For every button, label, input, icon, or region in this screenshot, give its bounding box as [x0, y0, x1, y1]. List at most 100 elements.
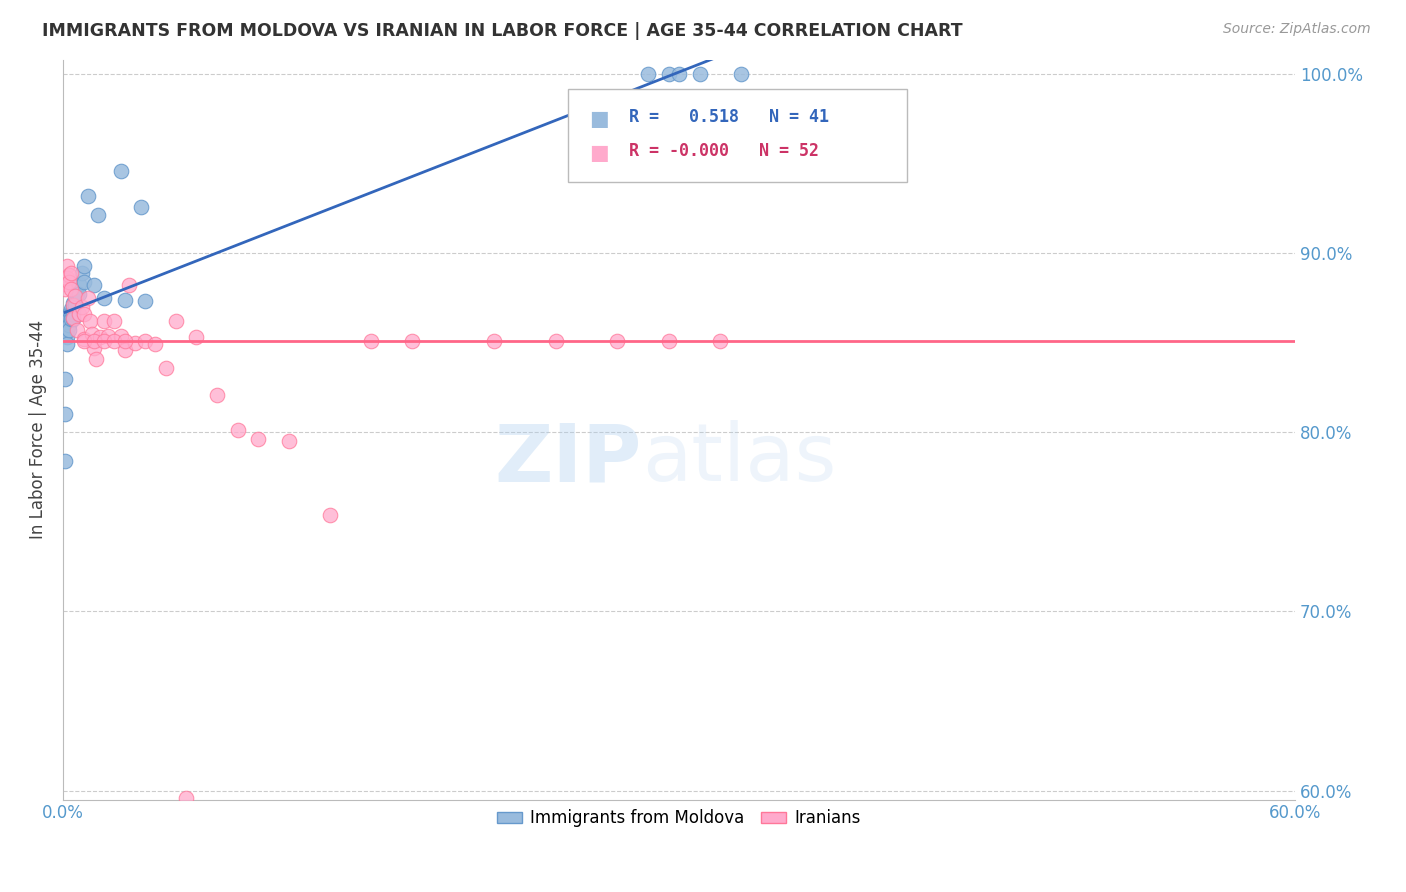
Point: [72, 332, 94, 346]
Point: [53, 277, 76, 291]
Point: [80, 326, 103, 341]
Point: [114, 334, 136, 348]
Point: [72, 307, 94, 321]
Point: [58, 268, 80, 282]
Point: [62, 301, 84, 316]
Point: [69, 287, 91, 301]
Point: [72, 334, 94, 348]
Point: [103, 334, 125, 348]
Point: [93, 314, 115, 328]
Point: [124, 335, 146, 350]
Point: [53, 282, 76, 296]
Point: [60, 266, 83, 280]
Point: [319, 508, 342, 522]
Point: [709, 334, 731, 348]
Point: [226, 424, 249, 438]
Point: [658, 67, 681, 81]
Point: [76, 188, 98, 202]
Point: [129, 200, 152, 214]
Point: [60, 307, 83, 321]
Point: [155, 360, 177, 375]
Text: R = -0.000   N = 52: R = -0.000 N = 52: [628, 142, 818, 160]
Point: [60, 301, 83, 316]
Point: [87, 209, 110, 223]
Point: [62, 296, 84, 310]
Point: [103, 314, 125, 328]
Point: [134, 294, 156, 309]
Point: [83, 334, 105, 348]
Point: [165, 314, 187, 328]
Point: [56, 323, 79, 337]
Point: [145, 337, 167, 351]
Point: [114, 293, 136, 307]
Point: [174, 790, 197, 805]
Point: [72, 275, 94, 289]
Point: [83, 278, 105, 293]
Text: ZIP: ZIP: [495, 420, 643, 498]
Point: [72, 259, 94, 273]
Point: [56, 337, 79, 351]
Point: [360, 334, 382, 348]
Point: [544, 334, 567, 348]
Point: [58, 312, 80, 326]
Point: [62, 312, 84, 326]
Point: [53, 407, 76, 421]
Point: [401, 334, 423, 348]
Text: ■: ■: [589, 144, 609, 163]
Legend: Immigrants from Moldova, Iranians: Immigrants from Moldova, Iranians: [489, 801, 869, 836]
Point: [247, 433, 270, 447]
Point: [60, 282, 83, 296]
Point: [205, 387, 228, 401]
Point: [658, 334, 681, 348]
Point: [70, 266, 93, 280]
Point: [668, 67, 690, 81]
Y-axis label: In Labor Force | Age 35-44: In Labor Force | Age 35-44: [30, 320, 46, 539]
Point: [110, 328, 132, 343]
Point: [134, 334, 156, 348]
Point: [53, 454, 76, 468]
Point: [60, 312, 83, 326]
Point: [58, 318, 80, 332]
Point: [62, 307, 84, 321]
Point: [62, 298, 84, 312]
FancyBboxPatch shape: [568, 89, 907, 182]
Point: [110, 163, 132, 178]
Point: [65, 298, 87, 312]
Point: [93, 291, 115, 305]
Point: [79, 314, 101, 328]
Point: [58, 323, 80, 337]
Text: Source: ZipAtlas.com: Source: ZipAtlas.com: [1223, 22, 1371, 37]
Point: [65, 293, 87, 307]
Point: [186, 330, 208, 344]
Text: ■: ■: [589, 109, 609, 129]
Point: [66, 323, 89, 337]
Point: [637, 67, 659, 81]
Point: [606, 334, 628, 348]
Point: [62, 310, 84, 325]
Point: [83, 341, 105, 355]
Text: IMMIGRANTS FROM MOLDOVA VS IRANIAN IN LABOR FORCE | AGE 35-44 CORRELATION CHART: IMMIGRANTS FROM MOLDOVA VS IRANIAN IN LA…: [42, 22, 963, 40]
Point: [69, 277, 91, 291]
Point: [66, 287, 89, 301]
Text: atlas: atlas: [643, 420, 837, 498]
Point: [53, 371, 76, 385]
Point: [114, 343, 136, 357]
Point: [118, 278, 141, 293]
Point: [84, 351, 107, 366]
Point: [56, 330, 79, 344]
Point: [89, 330, 111, 344]
Point: [277, 434, 299, 449]
Point: [56, 312, 79, 326]
Point: [53, 326, 76, 341]
Point: [689, 67, 711, 81]
Point: [97, 328, 120, 343]
Point: [56, 318, 79, 332]
Point: [56, 271, 79, 285]
Point: [56, 259, 79, 273]
Point: [65, 289, 87, 303]
Point: [484, 334, 506, 348]
Point: [58, 275, 80, 289]
Point: [70, 300, 93, 314]
Point: [730, 67, 752, 81]
Text: R =   0.518   N = 41: R = 0.518 N = 41: [628, 108, 828, 126]
